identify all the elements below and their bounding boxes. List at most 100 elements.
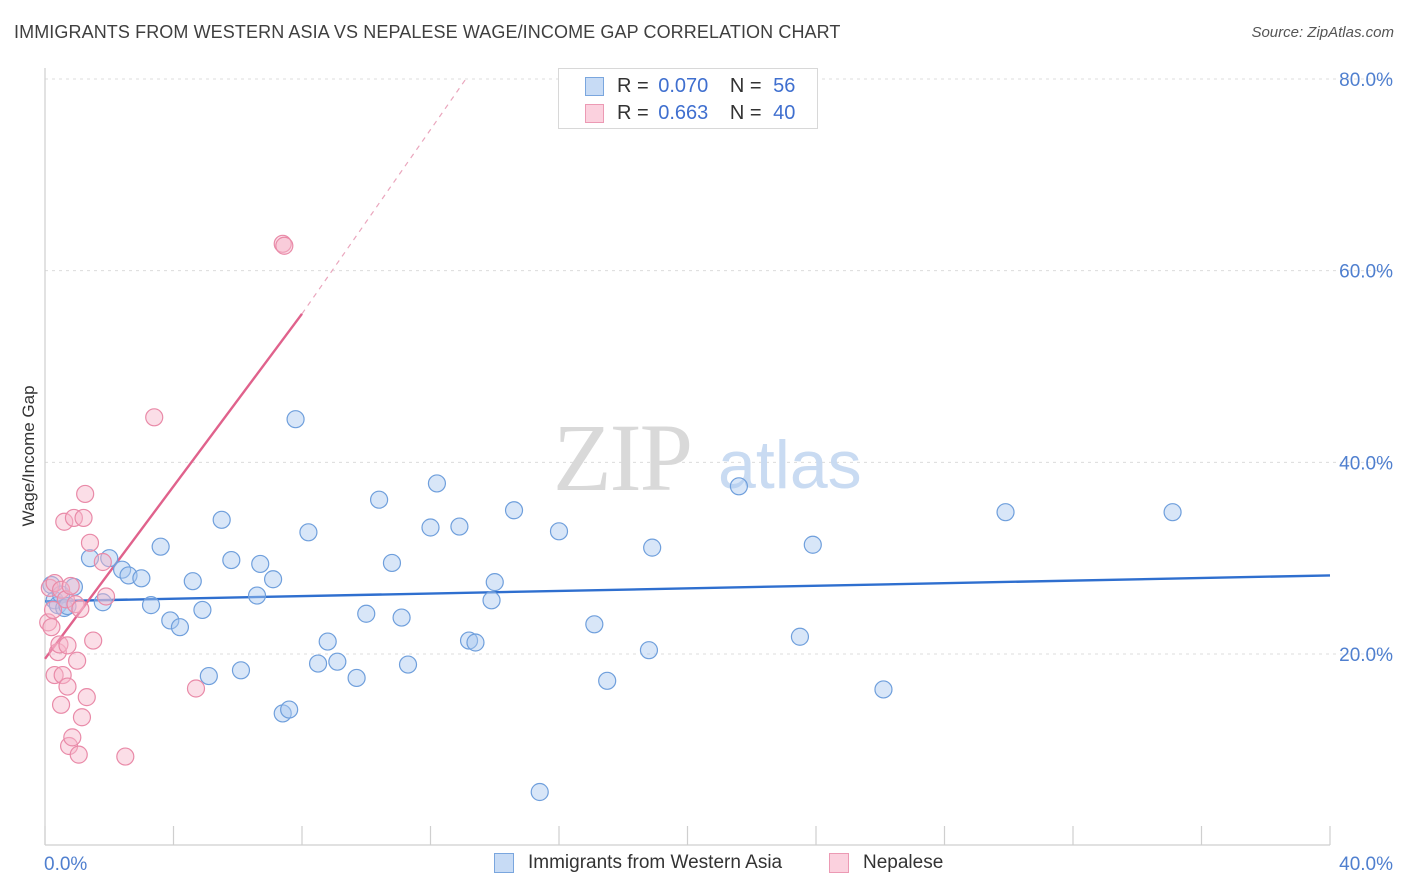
point-western-asia <box>286 410 305 429</box>
watermark-atlas: atlas <box>718 427 862 503</box>
point-western-asia <box>222 550 241 570</box>
watermark: ZIP atlas <box>553 404 862 511</box>
correlation-legend: R = 0.070 N = 56 R = 0.663 N = 40 <box>558 68 818 129</box>
point-western-asia <box>132 569 151 588</box>
axes <box>44 68 1331 846</box>
point-western-asia <box>790 627 810 646</box>
point-western-asia <box>318 632 337 651</box>
legend-r-label: R = <box>617 102 649 124</box>
point-western-asia <box>1163 503 1182 522</box>
point-western-asia <box>328 652 347 671</box>
point-western-asia <box>421 518 440 537</box>
data-points <box>39 234 1182 802</box>
trend-line-western-asia <box>44 574 1331 603</box>
point-nepalese <box>61 576 80 596</box>
point-nepalese <box>56 590 75 609</box>
point-western-asia <box>141 596 161 615</box>
point-nepalese <box>93 552 112 572</box>
point-western-asia <box>299 523 318 542</box>
point-nepalese <box>42 618 61 637</box>
legend-label-western-asia: Immigrants from Western Asia <box>528 852 783 873</box>
point-western-asia <box>530 782 549 802</box>
point-western-asia <box>251 554 270 574</box>
point-nepalese <box>63 728 82 747</box>
point-western-asia <box>183 572 202 591</box>
point-nepalese <box>58 677 77 696</box>
legend-n-label: N = <box>729 75 762 97</box>
point-nepalese <box>55 512 74 531</box>
y-tick-label: 60.0% <box>1339 262 1393 283</box>
point-western-asia <box>193 600 212 620</box>
legend-swatch-nepalese <box>829 853 849 873</box>
point-western-asia <box>370 490 389 509</box>
legend-label-nepalese: Nepalese <box>863 852 944 873</box>
point-nepalese <box>275 236 294 255</box>
point-nepalese <box>145 408 164 427</box>
point-western-asia <box>357 604 376 623</box>
point-western-asia <box>427 474 447 493</box>
point-nepalese <box>72 708 92 727</box>
legend-n-value: 56 <box>773 75 796 97</box>
legend-r-value: 0.663 <box>658 102 709 124</box>
x-tick-label: 0.0% <box>44 854 87 875</box>
point-western-asia <box>170 618 190 637</box>
trend-lines <box>44 78 1331 660</box>
point-western-asia <box>996 503 1015 522</box>
point-nepalese <box>186 679 206 698</box>
point-western-asia <box>263 570 283 589</box>
point-nepalese <box>58 636 77 655</box>
point-western-asia <box>308 654 328 673</box>
point-western-asia <box>874 680 893 699</box>
trend-extension-nepalese <box>301 78 467 315</box>
watermark-zip: ZIP <box>553 404 691 511</box>
point-western-asia <box>93 593 112 612</box>
point-nepalese <box>51 580 71 599</box>
legend-n-label: N = <box>729 102 762 124</box>
point-western-asia <box>639 641 659 660</box>
point-western-asia <box>598 671 617 690</box>
point-nepalese <box>74 508 93 528</box>
grid-lines <box>45 78 1393 655</box>
point-western-asia <box>450 517 469 536</box>
y-axis-label: Wage/Income Gap <box>19 385 38 526</box>
point-western-asia <box>459 631 479 650</box>
point-nepalese <box>71 599 90 619</box>
tick-labels: 20.0% 40.0% 60.0% 80.0% 0.0% 40.0% <box>44 70 1393 875</box>
point-western-asia <box>392 608 411 627</box>
legend-n-value: 40 <box>773 102 796 124</box>
x-tick-label: 40.0% <box>1339 854 1393 875</box>
point-nepalese <box>96 587 116 606</box>
point-western-asia <box>485 573 504 592</box>
point-nepalese <box>84 631 103 650</box>
point-western-asia <box>585 615 604 634</box>
point-western-asia <box>247 586 267 605</box>
point-western-asia <box>42 575 61 595</box>
legend-r-value: 0.070 <box>658 75 709 97</box>
point-nepalese <box>64 508 84 528</box>
trend-line-nepalese <box>44 313 303 660</box>
legend-swatch-nepalese <box>585 104 604 123</box>
point-western-asia <box>803 535 822 554</box>
y-tick-label: 80.0% <box>1339 70 1393 91</box>
point-western-asia <box>729 477 749 496</box>
point-western-asia <box>398 655 418 674</box>
point-nepalese <box>76 484 95 504</box>
legend-swatch-western-asia <box>585 77 604 96</box>
chart-title: IMMIGRANTS FROM WESTERN ASIA VS NEPALESE… <box>14 22 841 42</box>
point-nepalese <box>69 745 88 764</box>
y-tick-label: 40.0% <box>1339 453 1393 474</box>
point-nepalese <box>53 665 72 685</box>
point-nepalese <box>77 688 96 707</box>
point-western-asia <box>466 633 485 652</box>
point-western-asia <box>199 666 218 686</box>
point-nepalese <box>51 695 71 714</box>
point-nepalese <box>68 651 87 670</box>
source-label: Source: ZipAtlas.com <box>1251 24 1394 41</box>
point-western-asia <box>231 661 251 680</box>
point-western-asia <box>280 700 299 719</box>
point-western-asia <box>212 510 231 529</box>
y-tick-label: 20.0% <box>1339 645 1393 666</box>
point-western-asia <box>151 537 170 556</box>
